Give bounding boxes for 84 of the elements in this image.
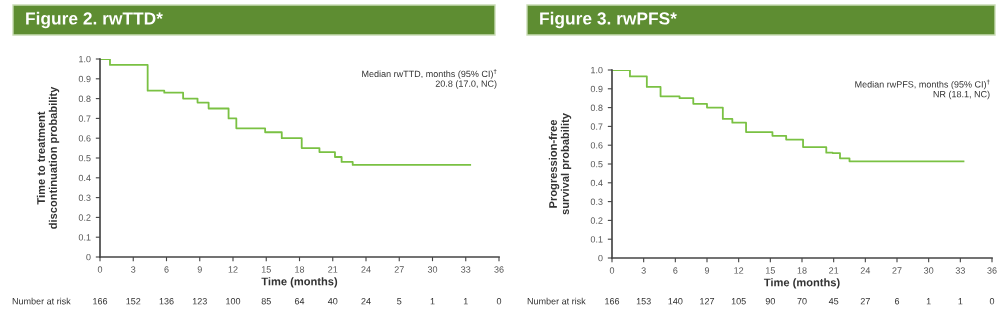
chart-title: Figure 2. rwTTD* — [26, 11, 163, 29]
text: 166 — [93, 298, 108, 305]
x-tick-label: 12 — [734, 267, 744, 274]
text: 1 — [958, 298, 963, 305]
y-tick-label: 0.5 — [78, 154, 91, 162]
y-tick-label: 0.8 — [78, 95, 91, 102]
x-tick-label: 21 — [829, 267, 839, 274]
y-tick-label: 0.9 — [590, 85, 603, 93]
y-tick-label: 0.5 — [590, 160, 603, 168]
x-tick-label: 15 — [766, 267, 775, 274]
text: 0 — [989, 298, 995, 305]
x-tick-label: 36 — [494, 266, 504, 273]
text: 127 — [700, 298, 715, 305]
text: 100 — [226, 298, 241, 305]
x-tick-label: 33 — [461, 266, 471, 273]
annotation: Median rwTTD, months (95% CI)$^{†}$ 20.8 (17.0, NC) — [362, 68, 497, 89]
text: 6 — [894, 298, 900, 305]
text: 1 — [430, 298, 435, 305]
text: 123 — [192, 298, 207, 305]
text: 5 — [397, 298, 402, 305]
text: 45 — [828, 298, 839, 305]
y-tick-label: 0.3 — [590, 198, 603, 205]
text: 166 — [605, 298, 620, 305]
y-tick-label: 0.7 — [590, 123, 603, 130]
text: 140 — [668, 298, 683, 305]
y-tick-label: 0.2 — [78, 214, 91, 221]
y-axis-title: Progression-free survival probability — [548, 113, 572, 215]
x-tick-label: 0 — [97, 266, 103, 273]
x-tick-label: 24 — [860, 267, 871, 274]
text: 40 — [327, 298, 338, 305]
x-axis-title: Time (months) — [261, 277, 338, 288]
y-tick-label: 1.0 — [79, 55, 91, 63]
y-tick-label: 0.1 — [78, 234, 91, 241]
y-tick-label: 0.4 — [590, 179, 603, 187]
chart-title: Figure 3. rwPFS* — [540, 11, 677, 29]
x-tick-label: 30 — [923, 267, 934, 274]
x-tick-label: 18 — [295, 266, 305, 273]
y-tick-label: 0.7 — [78, 115, 91, 122]
x-tick-label: 6 — [164, 266, 169, 273]
x-tick-label: 6 — [673, 267, 678, 274]
x-tick-label: 21 — [328, 266, 338, 273]
y-tick-label: 0.8 — [590, 104, 603, 111]
x-tick-label: 30 — [427, 266, 438, 273]
text: 136 — [159, 298, 174, 305]
y-tick-label: 0.4 — [78, 174, 91, 182]
x-tick-label: 33 — [955, 267, 965, 274]
x-tick-label: 18 — [797, 267, 807, 274]
x-tick-label: 27 — [892, 267, 902, 274]
text: 0 — [496, 298, 502, 305]
text: 105 — [731, 298, 746, 305]
text: 24 — [361, 298, 371, 305]
text: 152 — [126, 298, 141, 305]
x-tick-label: 27 — [394, 266, 404, 273]
text: 85 — [261, 298, 271, 305]
y-tick-label: 0.6 — [590, 142, 603, 149]
text: 70 — [797, 298, 807, 305]
y-tick-label: 0.2 — [590, 217, 603, 224]
y-tick-label: 0.6 — [78, 135, 91, 142]
y-tick-label: 1.0 — [591, 66, 603, 74]
x-tick-label: 3 — [131, 266, 136, 273]
x-tick-label: 24 — [361, 266, 371, 273]
y-tick-label: 0.3 — [78, 194, 91, 201]
text: 1 — [926, 298, 931, 305]
text: 27 — [860, 298, 870, 305]
text: Number at risk — [12, 297, 71, 305]
y-tick-label: 0 — [598, 254, 603, 262]
x-tick-label: 9 — [197, 266, 202, 273]
x-tick-label: 15 — [261, 266, 271, 273]
y-tick-label: 0.9 — [78, 75, 91, 83]
text: 153 — [636, 298, 651, 305]
annotation: Median rwPFS, months (95% CI)$^{†}$ NR (18.1, NC) — [855, 79, 990, 100]
y-axis-title: Time to treatment discontinuation probability — [36, 86, 60, 229]
x-tick-label: 9 — [704, 267, 710, 274]
text: 64 — [294, 298, 305, 305]
y-tick-label: 0 — [86, 253, 91, 261]
y-tick-label: 0.1 — [590, 236, 603, 243]
x-tick-label: 12 — [228, 266, 238, 273]
x-axis-title: Time (months) — [763, 278, 840, 289]
x-tick-label: 36 — [987, 267, 997, 274]
text: 90 — [765, 298, 775, 305]
text: Number at risk — [527, 297, 586, 305]
x-tick-label: 3 — [641, 267, 646, 274]
text: 1 — [463, 298, 468, 305]
x-tick-label: 0 — [609, 267, 615, 274]
